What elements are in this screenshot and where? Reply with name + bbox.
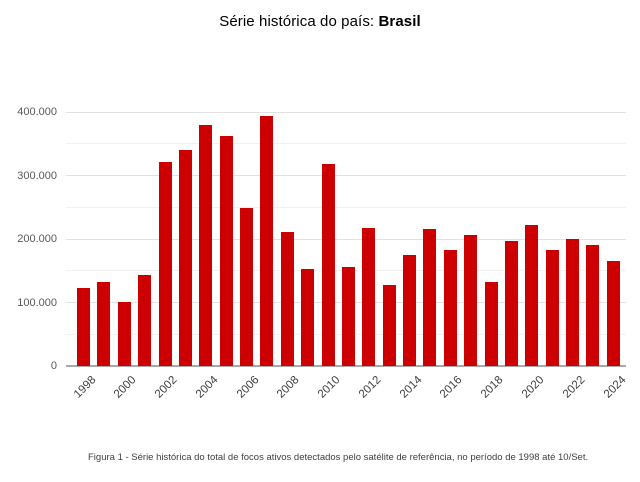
x-tick-label-2014: 2014 <box>397 374 425 401</box>
bar-2020[interactable] <box>525 225 539 366</box>
figure-caption: Figura 1 - Série histórica do total de f… <box>88 452 589 463</box>
bar-2001[interactable] <box>138 275 152 366</box>
bar-2015[interactable] <box>423 229 437 366</box>
bar-2000[interactable] <box>117 302 131 366</box>
bar-1999[interactable] <box>97 282 111 366</box>
x-axis-line <box>66 365 626 367</box>
bar-2008[interactable] <box>280 232 294 366</box>
bars-container <box>77 112 620 366</box>
x-tick-label-2004: 2004 <box>193 374 221 401</box>
bar-2016[interactable] <box>443 250 457 366</box>
gridline-major <box>66 111 626 113</box>
bar-2013[interactable] <box>382 285 396 366</box>
bar-2023[interactable] <box>586 245 600 366</box>
chart-title-prefix: Série histórica do país: <box>219 13 379 30</box>
bar-2005[interactable] <box>219 136 233 366</box>
bar-2012[interactable] <box>362 228 376 366</box>
bar-2007[interactable] <box>260 116 274 366</box>
chart-title-country: Brasil <box>378 13 421 30</box>
y-tick-label-100000: 100.000 <box>17 296 57 309</box>
x-tick-label-2010: 2010 <box>316 374 343 401</box>
x-tick-label-2008: 2008 <box>275 374 302 401</box>
x-tick-label-2024: 2024 <box>601 374 628 401</box>
y-tick-label-0: 0 <box>50 360 57 372</box>
y-tick-label-200000: 200.000 <box>17 233 57 245</box>
x-tick-label-2006: 2006 <box>234 374 262 401</box>
x-tick-label-2000: 2000 <box>112 374 139 401</box>
x-tick-label-2022: 2022 <box>560 374 588 401</box>
bar-2022[interactable] <box>566 239 579 366</box>
chart-title: Série histórica do país: Brasil <box>0 13 640 30</box>
bar-2018[interactable] <box>484 282 498 366</box>
bar-2011[interactable] <box>341 267 355 366</box>
x-tick-label-1998: 1998 <box>71 374 98 401</box>
gridline-minor <box>66 206 626 208</box>
bar-2003[interactable] <box>178 150 192 366</box>
y-tick-label-400000: 400.000 <box>17 106 57 118</box>
bar-2009[interactable] <box>301 269 315 366</box>
bar-2014[interactable] <box>403 255 416 366</box>
x-tick-label-2018: 2018 <box>479 374 506 401</box>
x-tick-label-2002: 2002 <box>152 374 180 401</box>
bar-1998[interactable] <box>77 288 90 366</box>
y-tick-label-300000: 300.000 <box>17 169 57 182</box>
bar-2021[interactable] <box>545 250 559 366</box>
bar-2010[interactable] <box>321 164 335 366</box>
bar-2006[interactable] <box>240 208 253 366</box>
x-tick-label-2016: 2016 <box>438 374 465 401</box>
gridline-major <box>66 175 626 176</box>
x-tick-label-2012: 2012 <box>356 374 384 401</box>
gridline-minor <box>66 143 626 145</box>
bar-2017[interactable] <box>464 235 478 366</box>
gridline-major <box>66 238 626 240</box>
plot-area <box>66 111 626 367</box>
bar-2002[interactable] <box>158 162 172 366</box>
bar-2004[interactable] <box>199 125 213 366</box>
bar-2024[interactable] <box>606 261 620 366</box>
x-tick-label-2020: 2020 <box>519 374 547 401</box>
bar-2019[interactable] <box>504 241 518 366</box>
